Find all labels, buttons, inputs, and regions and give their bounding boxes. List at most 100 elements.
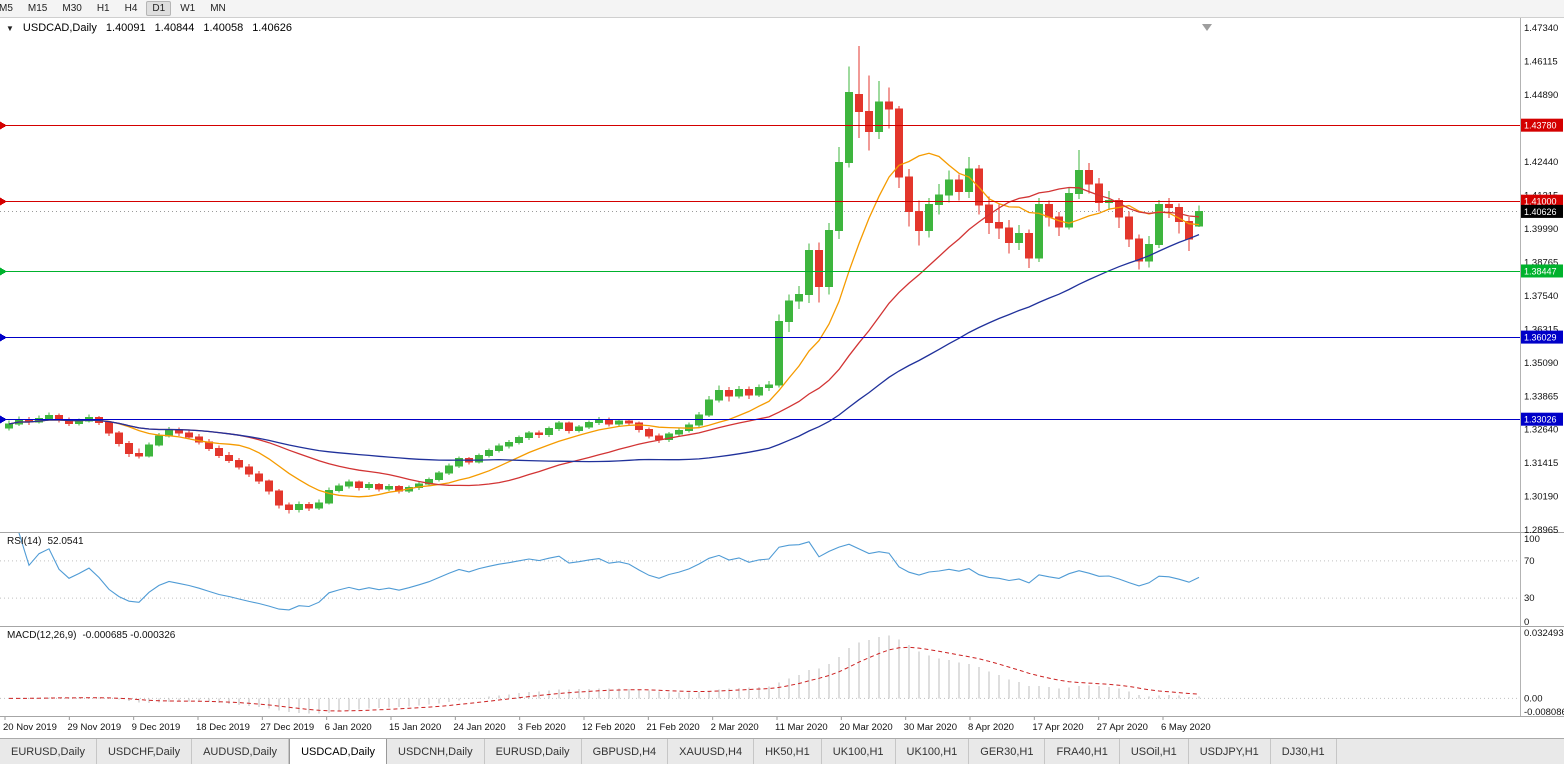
svg-text:20 Mar 2020: 20 Mar 2020 — [839, 722, 892, 733]
chart-tab-gbpusd-h4[interactable]: GBPUSD,H4 — [581, 739, 669, 764]
horizontal-line-1.36029[interactable] — [0, 333, 1520, 342]
svg-text:27 Apr 2020: 27 Apr 2020 — [1097, 722, 1148, 733]
rsi-indicator-label: RSI(14) 52.0541 — [7, 536, 84, 547]
hline-left-marker — [0, 197, 7, 206]
timeframe-button-mn[interactable]: MN — [210, 3, 226, 14]
ohlc-open-value: 1.40091 — [105, 22, 146, 34]
moving-averages-layer — [8, 152, 1200, 498]
svg-text:1.43780: 1.43780 — [1524, 121, 1557, 131]
chart-tab-usdcad-daily[interactable]: USDCAD,Daily — [289, 739, 388, 764]
chart-tab-dj30-h1[interactable]: DJ30,H1 — [1270, 739, 1337, 764]
horizontal-line-1.33026[interactable] — [0, 415, 1520, 424]
ohlc-low-value: 1.40058 — [203, 22, 244, 34]
svg-text:0.032493: 0.032493 — [1524, 628, 1564, 639]
svg-text:6 Jan 2020: 6 Jan 2020 — [325, 722, 372, 733]
svg-text:6 May 2020: 6 May 2020 — [1161, 722, 1211, 733]
ohlc-close-value: 1.40626 — [252, 22, 292, 34]
price-badge-1.43780: 1.43780 — [1521, 118, 1563, 132]
svg-text:18 Dec 2019: 18 Dec 2019 — [196, 722, 250, 733]
chart-shift-marker-icon[interactable] — [1202, 24, 1212, 31]
price-badge-1.38447: 1.38447 — [1521, 264, 1563, 278]
chart-tab-uk100-h1[interactable]: UK100,H1 — [821, 739, 896, 764]
chevron-down-icon[interactable]: ▼ — [6, 23, 14, 33]
svg-text:1.30190: 1.30190 — [1524, 492, 1558, 503]
svg-text:1.33026: 1.33026 — [1524, 415, 1557, 425]
timeframe-button-d1[interactable]: D1 — [146, 1, 172, 16]
symbol-tabbar: EURUSD,Daily USDCHF,Daily AUDUSD,Daily USDC… — [0, 738, 1564, 764]
svg-text:-0.008086: -0.008086 — [1524, 707, 1564, 718]
svg-text:1.36029: 1.36029 — [1524, 333, 1557, 343]
chart-tab-eurusd-daily[interactable]: EURUSD,Daily — [484, 739, 582, 764]
macd-histogram — [18, 635, 1200, 714]
ma-slow-line — [8, 233, 1200, 463]
svg-text:29 Nov 2019: 29 Nov 2019 — [67, 722, 121, 733]
svg-text:2 Mar 2020: 2 Mar 2020 — [711, 722, 759, 733]
macd-values: -0.000685 -0.000326 — [82, 630, 176, 641]
price-badge-1.41000: 1.41000 — [1521, 194, 1563, 208]
chart-tab-usoil-h1[interactable]: USOil,H1 — [1119, 739, 1189, 764]
svg-text:100: 100 — [1524, 534, 1540, 545]
svg-text:20 Nov 2019: 20 Nov 2019 — [3, 722, 57, 733]
svg-text:1.39990: 1.39990 — [1524, 224, 1558, 235]
timeframe-button-m5[interactable]: M5 — [0, 3, 13, 14]
svg-text:1.33865: 1.33865 — [1524, 391, 1558, 402]
timeframe-button-w1[interactable]: W1 — [180, 3, 196, 14]
horizontal-line-1.38447[interactable] — [0, 267, 1520, 276]
ohlc-high-value: 1.40844 — [154, 22, 195, 34]
hline-left-marker — [0, 415, 7, 424]
chart-tab-hk50-h1[interactable]: HK50,H1 — [754, 739, 822, 764]
svg-text:15 Jan 2020: 15 Jan 2020 — [389, 722, 441, 733]
chart-title: ▼ USDCAD,Daily 1.40091 1.40844 1.40058 1… — [6, 22, 292, 34]
svg-text:24 Jan 2020: 24 Jan 2020 — [453, 722, 505, 733]
rsi-pane: 100 70 30 0 — [0, 532, 1540, 628]
ma-fast-line — [8, 152, 1200, 498]
svg-text:1.47340: 1.47340 — [1524, 23, 1558, 34]
ma-mid-line — [8, 186, 1200, 487]
timeframe-button-h1[interactable]: H1 — [96, 3, 110, 14]
svg-text:9 Dec 2019: 9 Dec 2019 — [132, 722, 181, 733]
chart-tab-audusd-daily[interactable]: AUDUSD,Daily — [192, 739, 290, 764]
hline-left-marker — [0, 121, 7, 130]
price-axis: 1.473401.461151.448901.436651.424401.412… — [1524, 23, 1558, 536]
chart-tab-uk100-h1[interactable]: UK100,H1 — [895, 739, 970, 764]
chart-tab-xauusd-h4[interactable]: XAUUSD,H4 — [668, 739, 755, 764]
svg-text:1.37540: 1.37540 — [1524, 291, 1558, 302]
svg-text:1.38765: 1.38765 — [1524, 257, 1558, 268]
rsi-value: 52.0541 — [47, 536, 84, 547]
svg-text:0.00: 0.00 — [1524, 693, 1543, 704]
svg-text:1.35090: 1.35090 — [1524, 358, 1558, 369]
svg-text:1.32640: 1.32640 — [1524, 425, 1558, 436]
svg-text:3 Feb 2020: 3 Feb 2020 — [518, 722, 566, 733]
svg-text:11 Mar 2020: 11 Mar 2020 — [775, 722, 828, 733]
svg-text:1.40626: 1.40626 — [1524, 207, 1557, 217]
svg-text:1.28965: 1.28965 — [1524, 525, 1558, 536]
chart-tab-usdcnh-daily[interactable]: USDCNH,Daily — [387, 739, 485, 764]
candles-layer — [5, 45, 1203, 514]
horizontal-line-1.43780[interactable] — [0, 121, 1520, 130]
svg-text:12 Feb 2020: 12 Feb 2020 — [582, 722, 635, 733]
chart-tab-fra40-h1[interactable]: FRA40,H1 — [1045, 739, 1120, 764]
chart-tab-eurusd-daily[interactable]: EURUSD,Daily — [0, 739, 97, 764]
svg-text:0: 0 — [1524, 617, 1529, 628]
chart-tab-usdchf-daily[interactable]: USDCHF,Daily — [96, 739, 193, 764]
svg-text:1.31415: 1.31415 — [1524, 458, 1558, 469]
price-badge-1.36029: 1.36029 — [1521, 330, 1563, 344]
chart-tab-ger30-h1[interactable]: GER30,H1 — [969, 739, 1046, 764]
svg-text:8 Apr 2020: 8 Apr 2020 — [968, 722, 1014, 733]
timeframe-button-m15[interactable]: M15 — [27, 3, 48, 14]
chart-tab-usdjpy-h1[interactable]: USDJPY,H1 — [1188, 739, 1271, 764]
date-axis: 20 Nov 2019 29 Nov 2019 9 Dec 2019 18 Dec 2… — [3, 717, 1211, 733]
timeframe-button-m30[interactable]: M30 — [62, 3, 82, 14]
svg-text:1.38447: 1.38447 — [1524, 266, 1557, 276]
rsi-name: RSI(14) — [7, 536, 42, 547]
svg-text:30 Mar 2020: 30 Mar 2020 — [904, 722, 957, 733]
price-badge-1.33026: 1.33026 — [1521, 412, 1563, 426]
chart-area: 1.473401.461151.448901.436651.424401.412… — [0, 18, 1564, 738]
chart-chrome — [0, 18, 1564, 717]
timeframe-button-h4[interactable]: H4 — [124, 3, 138, 14]
timeframe-toolbar: M5 M15 M30 H1 H4 D1 W1 MN — [0, 0, 1564, 18]
symbol-period-label: USDCAD,Daily — [22, 22, 97, 34]
rsi-line — [18, 532, 1200, 611]
horizontal-line-1.41000[interactable] — [0, 197, 1520, 206]
